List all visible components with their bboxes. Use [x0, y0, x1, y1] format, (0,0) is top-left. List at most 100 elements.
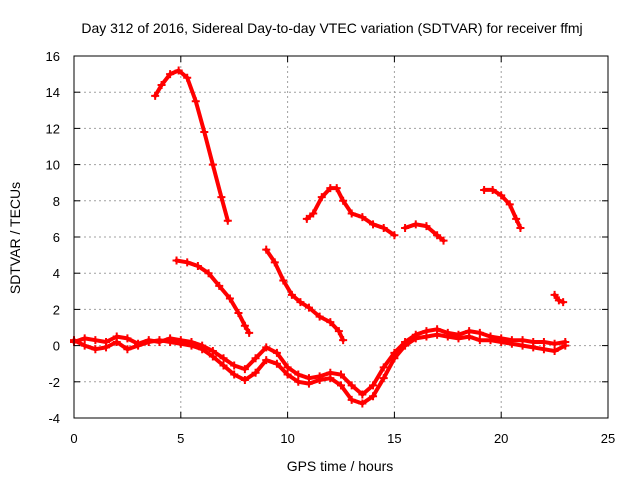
data-point [309, 209, 318, 218]
data-point [155, 336, 164, 345]
y-tick-label: 6 [53, 230, 60, 245]
data-point [497, 191, 506, 200]
data-point [123, 345, 132, 354]
data-point [539, 345, 548, 354]
data-point [219, 361, 228, 370]
x-tick-label: 20 [494, 431, 508, 446]
y-tick-label: 4 [53, 266, 60, 281]
series-trace [153, 68, 230, 223]
data-point [240, 365, 249, 374]
data-point [204, 269, 213, 278]
data-point [219, 354, 228, 363]
series-arc-2 [172, 256, 254, 337]
data-point [439, 236, 448, 245]
y-tick-label: 10 [46, 158, 60, 173]
data-point [166, 337, 175, 346]
data-point [198, 345, 207, 354]
data-point [91, 336, 100, 345]
data-point [245, 328, 254, 337]
data-point [337, 381, 345, 390]
data-point [304, 379, 313, 388]
data-point [518, 341, 527, 350]
data-point [358, 390, 367, 399]
data-point [554, 296, 563, 305]
data-point [486, 336, 495, 345]
data-point [183, 258, 192, 267]
y-axis-label: SDTVAR / TECUs [7, 182, 23, 294]
data-point [296, 298, 305, 307]
data-point [337, 370, 345, 379]
x-tick-label: 10 [280, 431, 294, 446]
data-point [422, 332, 431, 341]
data-point [262, 343, 271, 352]
data-point [240, 321, 249, 330]
data-point [166, 70, 175, 79]
data-point [302, 214, 311, 223]
series-arc-5 [401, 220, 448, 245]
data-point [507, 339, 516, 348]
x-tick-label: 0 [70, 431, 77, 446]
y-tick-label: 2 [53, 302, 60, 317]
axis-ticks: 0 5 10 15 20 25 -4 -2 0 2 4 6 8 10 12 14 16 [46, 49, 616, 446]
data-point [240, 375, 249, 384]
series-baseline-b [70, 330, 570, 408]
data-point [379, 223, 388, 232]
y-tick-label: 16 [46, 49, 60, 64]
data-point [339, 196, 348, 205]
x-axis-label: GPS time / hours [287, 458, 394, 474]
data-point [505, 200, 514, 209]
y-tick-label: -2 [48, 375, 60, 390]
data-point [270, 258, 279, 267]
data-point [334, 327, 343, 336]
data-point [559, 298, 568, 307]
data-point [294, 377, 303, 386]
data-point [411, 334, 420, 343]
data-point [172, 256, 181, 265]
data-point [422, 222, 431, 231]
data-points [70, 66, 570, 408]
data-point [315, 375, 324, 384]
data-point [80, 341, 89, 350]
data-point [191, 97, 200, 106]
data-point [529, 343, 538, 352]
data-point [369, 392, 378, 401]
data-point [287, 290, 296, 299]
data-point [443, 332, 452, 341]
data-point [102, 343, 111, 352]
data-point [262, 245, 271, 254]
data-point [91, 345, 100, 354]
data-point [208, 352, 217, 361]
data-point [347, 381, 356, 390]
data-point [326, 374, 335, 383]
data-point [401, 223, 410, 232]
data-point [317, 193, 326, 202]
series-arc-7 [550, 290, 568, 307]
series-arc-4 [302, 184, 399, 240]
data-point [433, 330, 442, 339]
data-point [283, 363, 292, 372]
data-point [262, 356, 271, 365]
data-point [251, 354, 260, 363]
data-point [174, 66, 183, 75]
data-point [347, 209, 356, 218]
data-point [433, 231, 442, 240]
data-point [176, 339, 185, 348]
data-point [411, 220, 420, 229]
data-point [230, 370, 239, 379]
y-tick-label: -4 [48, 411, 60, 426]
data-point [401, 341, 410, 350]
data-point [516, 223, 525, 232]
series-arc-6 [480, 185, 525, 232]
y-tick-label: 0 [53, 339, 60, 354]
data-point [183, 73, 192, 82]
data-point [223, 216, 232, 225]
data-point [151, 91, 160, 100]
data-point [304, 303, 313, 312]
data-point [315, 312, 324, 321]
data-point [497, 337, 506, 346]
series-arc-3 [262, 245, 348, 345]
data-point [294, 370, 303, 379]
data-point [369, 381, 378, 390]
